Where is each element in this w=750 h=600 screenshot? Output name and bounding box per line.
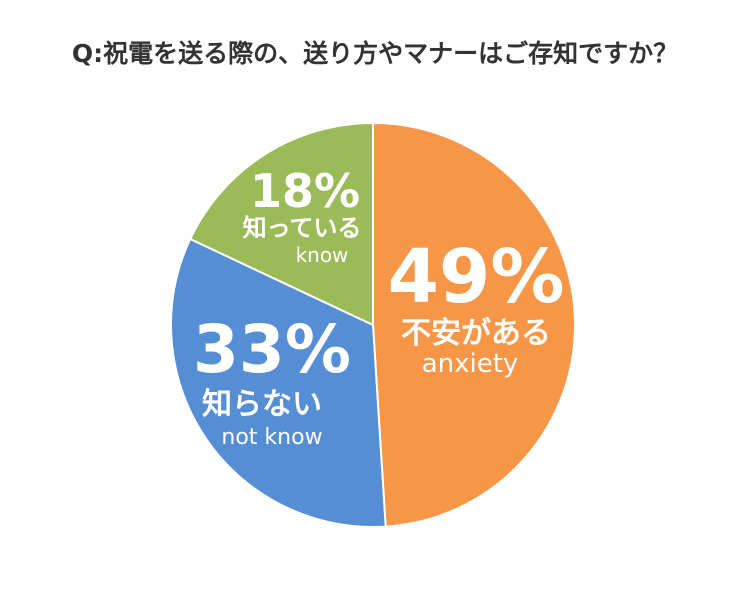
slice-not-know-sublabel: not know — [221, 425, 322, 450]
slice-anxiety-label: 不安がある — [401, 316, 551, 351]
slice-know — [188, 121, 374, 327]
slice-anxiety — [372, 121, 576, 528]
chart-title: Q:祝電を送る際の、送り方やマナーはご存知ですか？ — [71, 39, 679, 68]
slice-not-know — [170, 237, 387, 528]
slice-know-sublabel: know — [296, 243, 349, 267]
pie-slices — [170, 121, 576, 528]
slice-not-know-percent: 33% — [193, 311, 351, 388]
slice-anxiety-sublabel: anxiety — [422, 349, 519, 379]
slice-know-percent: 18% — [250, 164, 360, 218]
slice-not-know-label: 知らない — [202, 387, 322, 422]
slice-anxiety-percent: 49% — [387, 234, 564, 320]
slice-know-label: 知っている — [243, 214, 362, 242]
